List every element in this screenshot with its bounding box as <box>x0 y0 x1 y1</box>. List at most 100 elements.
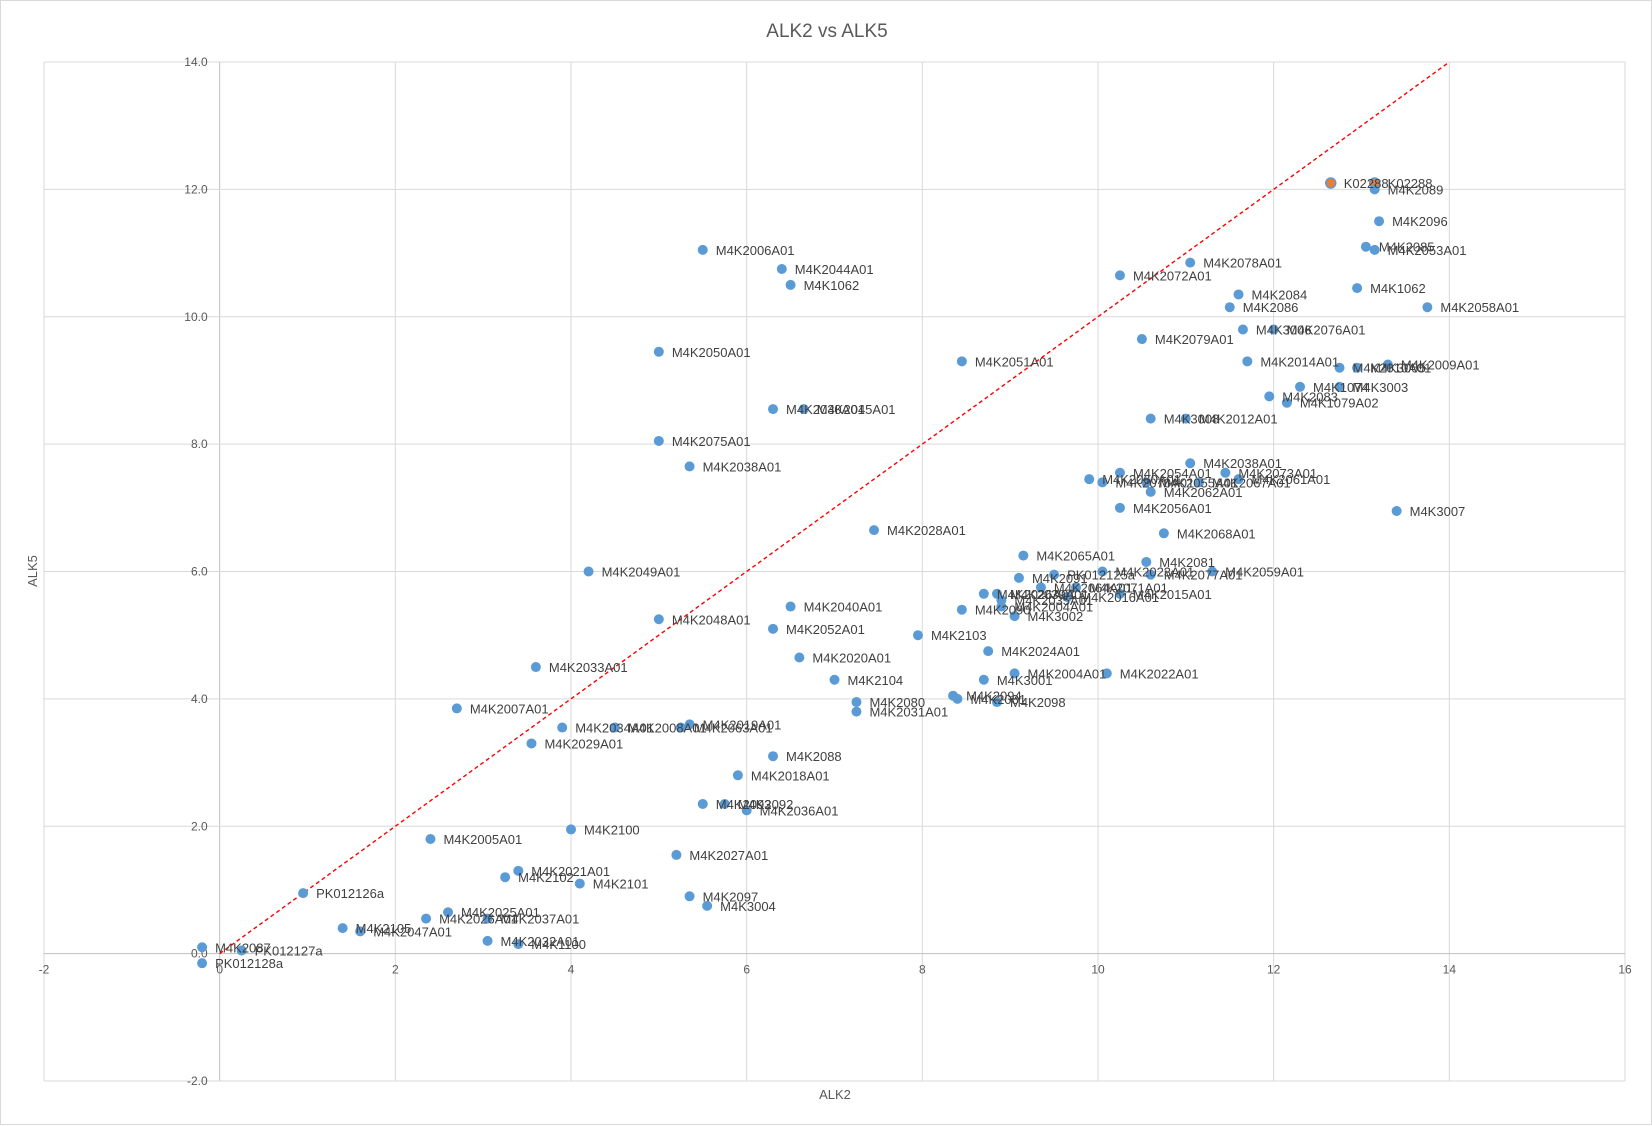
data-point <box>768 404 779 415</box>
data-label: M4K2088 <box>786 749 842 764</box>
data-point <box>983 646 994 657</box>
data-label: M4K2103 <box>931 628 987 643</box>
data-point <box>443 907 454 918</box>
data-point <box>1009 668 1020 679</box>
data-label: M4K3002 <box>1028 609 1084 624</box>
data-label: M4K2026A01 <box>439 912 518 927</box>
data-label: M4K2004A01 <box>1014 600 1093 615</box>
data-point <box>1013 572 1024 583</box>
data-point <box>298 888 309 899</box>
data-label: M4K2093 <box>716 797 772 812</box>
data-label: M4K2068A01 <box>1177 526 1256 541</box>
data-label: M4K2105 <box>356 921 412 936</box>
data-label: M4K2071A01 <box>1089 580 1168 595</box>
data-point <box>609 722 620 733</box>
data-point <box>869 525 880 536</box>
data-point <box>1220 467 1231 478</box>
data-label: M4K2020A01 <box>812 650 891 665</box>
data-point <box>482 913 493 924</box>
data-label: M4K2076A01 <box>1287 322 1366 337</box>
data-point <box>1237 324 1248 335</box>
data-point <box>500 872 511 883</box>
data-point <box>1145 486 1156 497</box>
data-label: M4K2070A01 <box>1115 475 1194 490</box>
data-label: M4K2038A01 <box>703 459 782 474</box>
x-tick-label: 0 <box>216 963 223 977</box>
x-tick-label: 12 <box>1267 963 1281 977</box>
reference-line-layer <box>219 61 1450 955</box>
data-point <box>355 926 366 937</box>
data-label: M4K2067A01 <box>1212 475 1291 490</box>
data-label: M4K2010A01 <box>1353 361 1432 376</box>
data-label: M4K2086 <box>1243 300 1299 315</box>
data-point <box>1391 505 1402 516</box>
data-point <box>956 604 967 615</box>
data-point <box>1114 467 1125 478</box>
data-point <box>574 878 585 889</box>
data-label: PK012128a <box>215 956 284 971</box>
data-point <box>1018 550 1029 561</box>
data-point <box>1071 582 1082 593</box>
data-point <box>513 939 524 950</box>
data-label: M4K2008A01 <box>628 721 707 736</box>
data-label: M4K2102 <box>518 870 574 885</box>
data-label: M4K2061A01 <box>1252 472 1331 487</box>
data-point <box>1009 611 1020 622</box>
data-label: M4K1062 <box>804 278 860 293</box>
data-label: M4K2050A01 <box>672 345 751 360</box>
data-label: M4K2104 <box>848 673 904 688</box>
data-point <box>1369 244 1380 255</box>
data-point <box>566 824 576 835</box>
data-point <box>1207 566 1218 577</box>
data-point <box>526 738 537 749</box>
data-label: M4K2044A01 <box>795 262 874 277</box>
data-point <box>1224 302 1235 313</box>
data-point <box>956 356 967 367</box>
data-label: M4K2055A01 <box>1159 475 1238 490</box>
data-point <box>197 942 208 953</box>
data-label: M4K2026A01 <box>997 587 1076 602</box>
data-point <box>1084 474 1095 485</box>
data-point <box>851 706 862 717</box>
data-label: M4K2006A01 <box>716 243 795 258</box>
data-point <box>1158 528 1169 539</box>
data-point <box>236 945 247 956</box>
data-point <box>684 461 695 472</box>
data-point <box>697 244 708 255</box>
data-point <box>1114 270 1125 281</box>
data-point <box>583 566 594 577</box>
data-point <box>794 652 805 663</box>
y-tick-label: 12.0 <box>184 182 208 196</box>
data-point <box>675 722 686 733</box>
data-point <box>421 913 432 924</box>
x-axis-title: ALK2 <box>819 1087 851 1102</box>
data-label: M4K2015A01 <box>1133 587 1212 602</box>
data-label: M4K2058A01 <box>1440 300 1519 315</box>
data-label: M4K2072A01 <box>1133 268 1212 283</box>
data-label: M4K3001 <box>997 673 1053 688</box>
data-label: M4K2101 <box>593 877 649 892</box>
data-point <box>1114 502 1125 513</box>
data-label: M4K2033A01 <box>549 660 628 675</box>
data-label: M4K2014A01 <box>1260 354 1339 369</box>
data-label: M4K1100 <box>531 937 586 952</box>
data-label: M4K2081 <box>1159 555 1215 570</box>
data-label: M4K1079A02 <box>1300 396 1379 411</box>
data-point <box>1141 477 1152 488</box>
data-point <box>1360 241 1371 252</box>
data-label: M4K2035A01 <box>1014 593 1093 608</box>
data-point <box>1334 381 1345 392</box>
data-label: M4K2012A01 <box>1199 412 1278 427</box>
data-label: M4K2063A01 <box>694 721 773 736</box>
data-point <box>732 770 743 781</box>
data-label: M4K2098 <box>1010 695 1066 710</box>
data-label: M4K2084 <box>1252 287 1308 302</box>
data-point <box>1352 362 1363 373</box>
x-tick-label: 4 <box>568 963 575 977</box>
data-point <box>337 923 348 934</box>
data-label: M4K2016A01 <box>1080 590 1159 605</box>
data-point <box>1097 566 1108 577</box>
data-label: PK012125a <box>1067 568 1136 583</box>
x-tick-label: 6 <box>743 963 750 977</box>
